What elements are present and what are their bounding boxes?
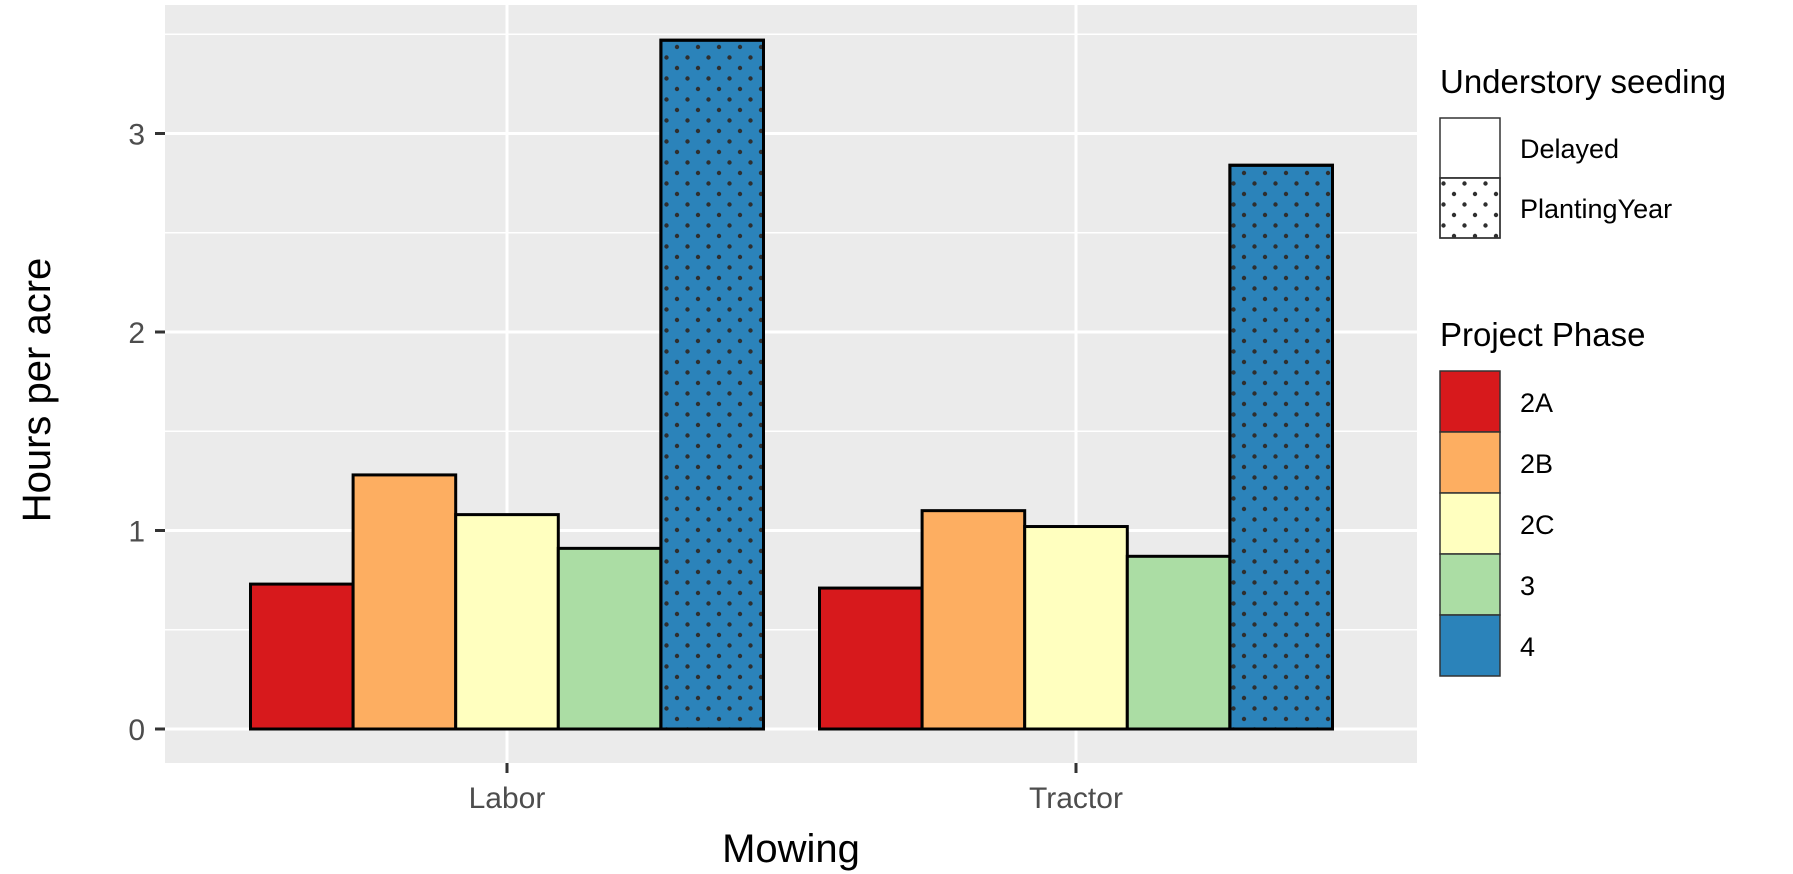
legend-key-pattern-dots [1439,177,1501,239]
legend-key-phase-2a [1439,370,1501,433]
bar-labor-2a [249,582,355,731]
bars [249,38,1335,731]
legend-project-phase: Project Phase 2A 2B 2C 3 4 [1439,316,1645,677]
y-tick-label: 0 [128,714,145,747]
bar-labor-2c [454,513,560,731]
x-axis: Labor Tractor [469,763,1123,815]
legend-label-phase-3: 3 [1520,571,1535,601]
bar-tractor-2b [920,509,1027,731]
x-axis-title: Mowing [722,827,860,871]
legend-pattern-title: Understory seeding [1440,63,1726,100]
bar-labor-3 [556,546,663,731]
legend-key-phase-2c [1439,492,1501,555]
x-tick-label-tractor: Tractor [1029,782,1123,815]
legend-label-phase-2b: 2B [1520,449,1553,479]
y-tick-label: 1 [128,516,145,549]
legend-key-phase-2b [1439,431,1501,494]
bar-pattern-labor-4 [659,38,766,731]
legend-label-plantingyear: PlantingYear [1520,194,1672,224]
legend-label-phase-2c: 2C [1520,510,1555,540]
y-axis: 0 1 2 3 [128,119,165,747]
legend-key-phase-4 [1439,614,1501,677]
y-tick-label: 2 [128,317,145,350]
bar-tractor-3 [1125,554,1232,731]
legend-label-delayed: Delayed [1520,134,1619,164]
bar-pattern-tractor-4 [1228,163,1335,731]
legend-label-phase-2a: 2A [1520,388,1553,418]
x-tick-label-labor: Labor [469,782,546,815]
bar-tractor-2c [1023,525,1129,731]
legend-understory-seeding: Understory seeding Delayed PlantingYear [1439,63,1726,239]
legend-label-phase-4: 4 [1520,632,1535,662]
legend-fill-title: Project Phase [1440,316,1645,353]
y-tick-label: 3 [128,119,145,152]
legend-key-phase-3 [1439,553,1501,616]
y-axis-title: Hours per acre [15,258,59,523]
bar-tractor-2a [818,586,924,731]
bar-labor-2b [351,473,458,731]
legend-key-delayed [1439,117,1501,179]
